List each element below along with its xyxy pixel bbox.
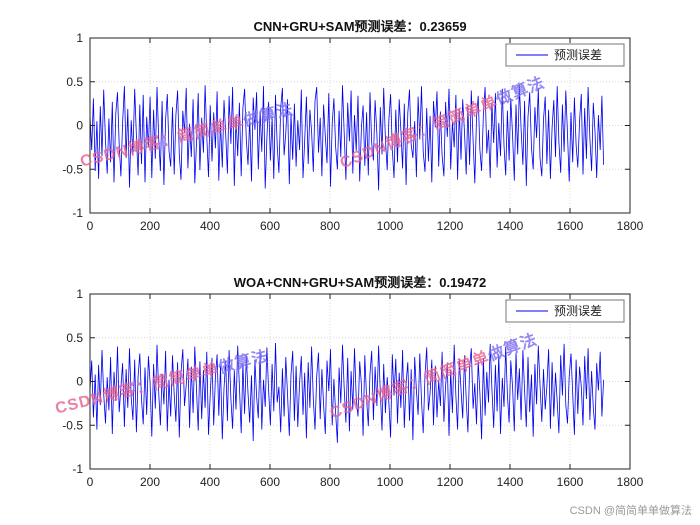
legend-label: 预测误差 — [554, 304, 602, 318]
y-tick-label: -1 — [72, 462, 83, 476]
y-tick-label: 1 — [76, 287, 83, 301]
y-tick-label: 0 — [76, 375, 83, 389]
x-tick-label: 1200 — [437, 475, 464, 489]
x-tick-label: 200 — [140, 475, 160, 489]
top-chart-title: CNN+GRU+SAM预测误差：0.23659 — [253, 19, 467, 34]
x-tick-label: 600 — [260, 219, 280, 233]
y-tick-label: -1 — [72, 206, 83, 220]
x-tick-label: 1800 — [617, 475, 644, 489]
x-tick-label: 1600 — [557, 219, 584, 233]
x-tick-label: 1600 — [557, 475, 584, 489]
x-tick-label: 1200 — [437, 219, 464, 233]
x-tick-label: 1800 — [617, 219, 644, 233]
y-tick-label: 1 — [76, 31, 83, 45]
top-chart-canvas: 0 200 400 600 800 1000 1200 1400 1600 1800 -1 -0.5 0… — [62, 31, 644, 233]
y-tick-label: -0.5 — [62, 162, 83, 176]
legend-label: 预测误差 — [554, 48, 602, 62]
x-tick-label: 200 — [140, 219, 160, 233]
x-tick-label: 400 — [200, 475, 220, 489]
y-tick-label: -0.5 — [62, 418, 83, 432]
error-series-line — [89, 85, 604, 191]
legend-box — [505, 299, 625, 323]
x-tick-label: 1000 — [377, 219, 404, 233]
bottom-chart-title: WOA+CNN+GRU+SAM预测误差：0.19472 — [233, 275, 487, 290]
x-tick-label: 400 — [200, 219, 220, 233]
x-tick-label: 600 — [260, 475, 280, 489]
y-tick-label: 0.5 — [66, 331, 83, 345]
x-tick-label: 800 — [320, 219, 340, 233]
y-tick-label: 0 — [76, 119, 83, 133]
error-series-line — [89, 342, 604, 443]
x-tick-label: 800 — [320, 475, 340, 489]
x-tick-label: 1400 — [497, 219, 524, 233]
legend-box — [505, 43, 625, 67]
y-tick-label: 0.5 — [66, 75, 83, 89]
x-tick-label: 0 — [87, 219, 94, 233]
x-tick-label: 1000 — [377, 475, 404, 489]
csdn-credit: CSDN @简简单单做算法 — [569, 505, 692, 517]
bottom-chart-canvas: 0 200 400 600 800 1000 1200 1400 1600 1800 -1 -0.5 0… — [62, 287, 644, 489]
x-tick-label: 0 — [87, 475, 94, 489]
x-tick-label: 1400 — [497, 475, 524, 489]
